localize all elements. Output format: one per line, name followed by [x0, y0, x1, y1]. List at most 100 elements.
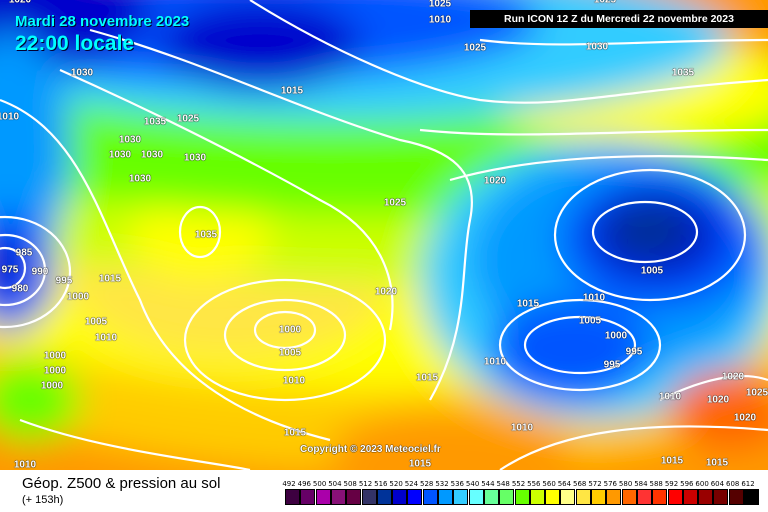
legend-swatch [682, 489, 698, 505]
isobar-label: 1015 [415, 372, 439, 384]
isobar-label: 1020 [733, 412, 757, 424]
legend-swatch [575, 489, 591, 505]
legend-tick: 592 [664, 480, 679, 488]
legend-tick: 572 [588, 480, 602, 488]
isobar-label: 1015 [280, 85, 304, 97]
isobar-label: 1035 [194, 229, 218, 241]
legend-swatch [376, 489, 392, 505]
legend-swatch [621, 489, 637, 505]
isobar-label: 1020 [8, 0, 32, 6]
legend-tick: 508 [343, 480, 357, 488]
legend-tick: 596 [680, 480, 694, 488]
legend-swatch [453, 489, 469, 505]
isobar-label: 1030 [70, 67, 94, 79]
legend-tick: 512 [358, 480, 373, 488]
isobar-label: 985 [15, 247, 33, 259]
legend-swatch [713, 489, 729, 505]
legend-tick: 552 [511, 480, 526, 488]
legend-swatch [346, 489, 362, 505]
isobar-label: 1020 [721, 371, 745, 383]
isobar-label: 1010 [94, 332, 118, 344]
legend-tick: 520 [389, 480, 403, 488]
isobar-label: 1020 [483, 175, 507, 187]
isobar-label: 1000 [40, 380, 64, 392]
isobar-label: 1010 [582, 292, 606, 304]
legend-swatch [407, 489, 423, 505]
isobar-label: 1030 [585, 41, 609, 53]
forecast-time: 22:00 locale [15, 32, 135, 55]
run-info: Run ICON 12 Z du Mercredi 22 novembre 20… [470, 10, 768, 28]
legend-tick: 600 [695, 480, 709, 488]
isobar-label: 1000 [278, 324, 302, 336]
isobar-label: 1000 [43, 350, 67, 362]
legend-swatch [698, 489, 714, 505]
isobar-label: 1000 [66, 291, 90, 303]
isobar-label: 980 [11, 283, 29, 295]
legend-tick: 536 [450, 480, 464, 488]
isobar-label: 1000 [43, 365, 67, 377]
legend-tick: 588 [649, 480, 663, 488]
legend-tick: 500 [312, 480, 327, 488]
forecast-offset: (+ 153h) [22, 494, 64, 506]
legend-tick: 528 [420, 480, 434, 488]
legend-swatch [315, 489, 331, 505]
legend-swatch [591, 489, 606, 505]
isobar-label: 975 [1, 264, 19, 276]
legend-tick: 560 [542, 480, 556, 488]
isobar-label: 1000 [604, 330, 628, 342]
isobar-label: 1025 [745, 387, 768, 399]
isobar-label: 1030 [118, 134, 142, 146]
legend-swatch [483, 489, 499, 505]
legend-swatch [361, 489, 377, 505]
legend-tick: 568 [573, 480, 587, 488]
isobar-label: 1025 [463, 42, 487, 54]
isobar-label: 1025 [428, 0, 452, 10]
legend-swatch [744, 489, 759, 505]
isobar-label: 995 [603, 359, 621, 371]
isobar-label: 990 [31, 266, 49, 278]
legend-tick: 504 [328, 480, 342, 488]
isobar-label: 1030 [128, 173, 152, 185]
legend-tick: 540 [465, 480, 480, 488]
isobar-label: 1015 [98, 273, 122, 285]
isobar-label: 1015 [283, 427, 307, 439]
legend-tick: 516 [374, 480, 388, 488]
isobar-label: 1030 [140, 149, 164, 161]
legend-swatch [667, 489, 683, 505]
isobar-label: 995 [625, 346, 643, 358]
weather-map: 1020 1025 1025 1010 1025 1030 1035 1030 1015 1025… [0, 0, 768, 470]
legend-swatch [300, 489, 316, 505]
legend-swatch [606, 489, 622, 505]
isobar-label: 1005 [84, 316, 108, 328]
isobar-label: 1010 [282, 375, 306, 387]
isobar-label: 1020 [706, 394, 730, 406]
map-title: Géop. Z500 & pression au sol [22, 475, 221, 492]
legend-swatch [392, 489, 408, 505]
legend-tick: 608 [726, 480, 740, 488]
legend-tick: 524 [404, 480, 419, 488]
isobar-label: 1010 [13, 459, 37, 471]
legend-swatch [529, 489, 545, 505]
isobar-label: 1025 [176, 113, 200, 125]
isobar-label: 1015 [705, 457, 729, 469]
copyright: Copyright © 2023 Meteociel.fr [300, 444, 441, 455]
isobar-label: 1005 [640, 265, 664, 277]
legend-tick: 584 [634, 480, 648, 488]
isobar-label: 1030 [108, 149, 132, 161]
legend-tick: 532 [435, 480, 449, 488]
legend-swatch [560, 489, 576, 505]
isobar-label: 1025 [593, 0, 617, 6]
isobar-label: 1010 [428, 14, 452, 26]
isobar-label: 1005 [278, 347, 302, 359]
legend-swatch [636, 489, 652, 505]
legend-swatch [468, 489, 484, 505]
legend-tick: 548 [496, 480, 510, 488]
legend-tick: 604 [710, 480, 725, 488]
isobar-label: 995 [55, 275, 73, 287]
legend-swatch [422, 489, 438, 505]
isobar-label: 1020 [374, 286, 398, 298]
isobar-label: 1010 [658, 391, 682, 403]
legend-swatch [728, 489, 744, 505]
isobar-label: 1025 [383, 197, 407, 209]
legend-tick: 492 [282, 480, 296, 488]
